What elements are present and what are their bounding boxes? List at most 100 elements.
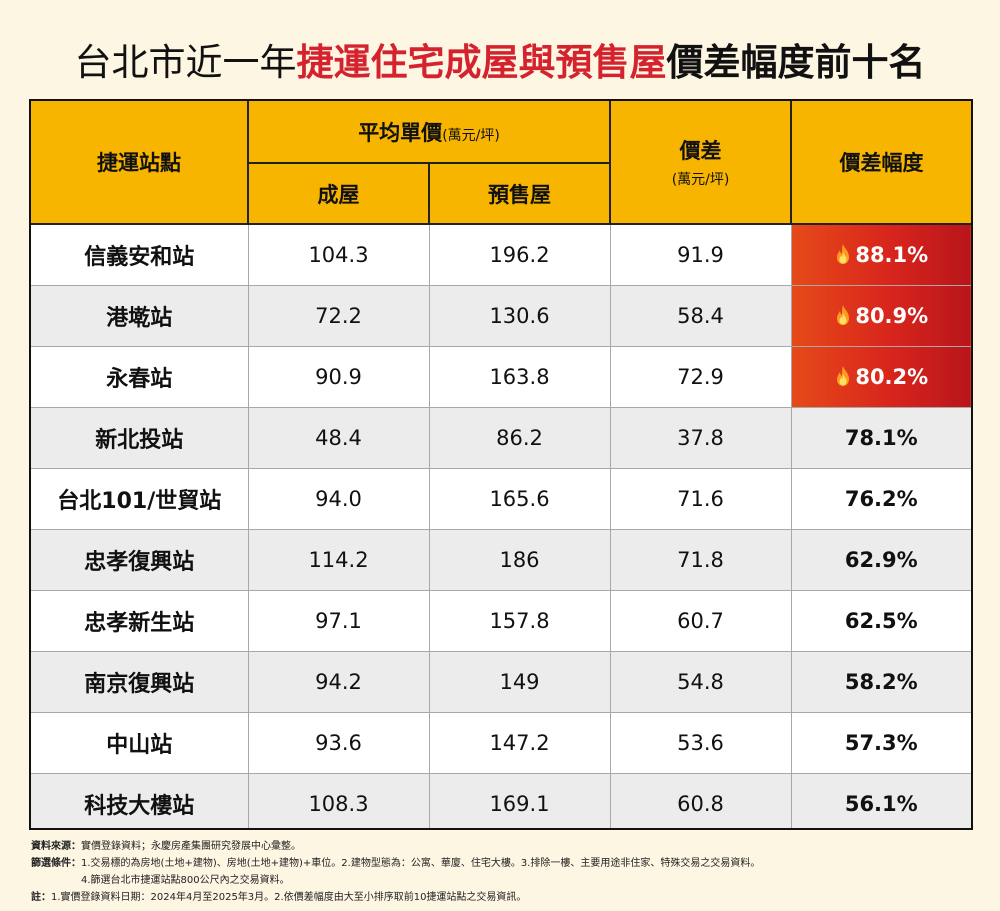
- table-row: 南京復興站 94.2 149 54.8 58.2%: [31, 651, 971, 713]
- cell-price-diff-text: 53.6: [677, 731, 724, 755]
- table-row: 忠孝復興站 114.2 186 71.8 62.9%: [31, 529, 971, 591]
- cell-station: 忠孝復興站: [31, 529, 249, 591]
- cell-diff-pct: 78.1%: [791, 407, 971, 469]
- cell-diff-pct-text: 80.2%: [855, 365, 929, 389]
- cell-station: 信義安和站: [31, 224, 249, 286]
- cell-station-text: 台北101/世貿站: [57, 489, 222, 514]
- header-diff-pct: 價差幅度: [791, 101, 971, 225]
- cell-presale-price: 186: [429, 529, 611, 591]
- cell-price-diff-text: 72.9: [677, 365, 724, 389]
- cell-existing-price-text: 104.3: [308, 243, 369, 267]
- cell-existing-price: 104.3: [248, 224, 430, 286]
- header-diff-unit: (萬元/坪): [671, 172, 730, 188]
- cell-diff-pct-text: 62.5%: [844, 609, 918, 633]
- table-body: 信義安和站 104.3 196.2 91.9 88.1% 港墘站 72.2 130.6 58.4…: [31, 224, 971, 828]
- cell-station-text: 港墘站: [106, 306, 173, 331]
- cell-price-diff-text: 71.8: [677, 548, 724, 572]
- cell-station-text: 中山站: [106, 733, 173, 758]
- cell-presale-price: 165.6: [429, 468, 611, 530]
- cell-diff-pct-text: 58.2%: [844, 670, 918, 694]
- cell-price-diff-text: 91.9: [677, 243, 724, 267]
- header-existing: 成屋: [248, 163, 430, 225]
- cell-presale-price-text: 196.2: [489, 243, 550, 267]
- cell-price-diff: 60.8: [610, 773, 792, 828]
- cell-existing-price: 94.2: [248, 651, 430, 713]
- note-filter: 篩選條件：1.交易標的為房地(土地+建物)、房地(土地+建物)+車位。2.建物型…: [31, 858, 761, 869]
- cell-station: 新北投站: [31, 407, 249, 469]
- cell-presale-price: 169.1: [429, 773, 611, 828]
- cell-station-text: 永春站: [106, 367, 173, 392]
- cell-price-diff: 71.6: [610, 468, 792, 530]
- table-row: 信義安和站 104.3 196.2 91.9 88.1%: [31, 224, 971, 286]
- cell-diff-pct: 80.2%: [791, 346, 971, 408]
- table-row: 忠孝新生站 97.1 157.8 60.7 62.5%: [31, 590, 971, 652]
- cell-diff-pct-text: 78.1%: [844, 426, 918, 450]
- cell-presale-price-text: 130.6: [489, 304, 550, 328]
- cell-presale-price: 149: [429, 651, 611, 713]
- cell-diff-pct: 57.3%: [791, 712, 971, 774]
- cell-presale-price-text: 86.2: [496, 426, 543, 450]
- cell-price-diff: 72.9: [610, 346, 792, 408]
- page-title: 台北市近一年捷運住宅成屋與預售屋價差幅度前十名: [0, 40, 1000, 86]
- cell-presale-price-text: 169.1: [489, 792, 550, 816]
- cell-diff-pct: 80.9%: [791, 285, 971, 347]
- cell-price-diff-text: 58.4: [677, 304, 724, 328]
- title-part2: 捷運住宅成屋與預售屋: [296, 41, 667, 84]
- cell-station: 港墘站: [31, 285, 249, 347]
- cell-presale-price-text: 157.8: [489, 609, 550, 633]
- price-gap-table: 捷運站點 平均單價(萬元/坪) 價差 (萬元/坪) 價差幅度 成屋 預售屋 信義安…: [29, 99, 973, 830]
- cell-existing-price-text: 72.2: [315, 304, 362, 328]
- header-avg-price-unit: (萬元/坪): [442, 127, 500, 144]
- cell-existing-price-text: 93.6: [315, 731, 362, 755]
- cell-diff-pct: 62.5%: [791, 590, 971, 652]
- cell-diff-pct: 88.1%: [791, 224, 971, 286]
- cell-station-text: 信義安和站: [84, 245, 195, 270]
- cell-station: 中山站: [31, 712, 249, 774]
- header-diff: 價差 (萬元/坪): [610, 101, 793, 225]
- cell-price-diff: 37.8: [610, 407, 792, 469]
- cell-price-diff-text: 54.8: [677, 670, 724, 694]
- cell-existing-price: 97.1: [248, 590, 430, 652]
- cell-existing-price: 108.3: [248, 773, 430, 828]
- header-station: 捷運站點: [31, 101, 249, 225]
- cell-station-text: 南京復興站: [84, 672, 195, 697]
- cell-diff-pct: 62.9%: [791, 529, 971, 591]
- flame-icon: [834, 304, 852, 326]
- cell-existing-price-text: 114.2: [308, 548, 369, 572]
- cell-price-diff-text: 60.7: [677, 609, 724, 633]
- flame-icon: [834, 243, 852, 265]
- cell-station-text: 新北投站: [95, 428, 184, 453]
- cell-diff-pct: 76.2%: [791, 468, 971, 530]
- cell-station: 科技大樓站: [31, 773, 249, 828]
- header-avg-price: 平均單價(萬元/坪): [248, 101, 612, 164]
- cell-station-text: 科技大樓站: [84, 794, 195, 819]
- cell-diff-pct: 56.1%: [791, 773, 971, 828]
- cell-presale-price-text: 147.2: [489, 731, 550, 755]
- cell-price-diff: 91.9: [610, 224, 792, 286]
- cell-price-diff-text: 71.6: [677, 487, 724, 511]
- cell-existing-price: 72.2: [248, 285, 430, 347]
- note-filter-cont: 4.篩選台北市捷運站點800公尺內之交易資料。: [81, 875, 290, 886]
- cell-existing-price-text: 90.9: [315, 365, 362, 389]
- cell-station: 南京復興站: [31, 651, 249, 713]
- cell-presale-price-text: 149: [499, 670, 540, 694]
- note-remark: 註：1.實價登錄資料日期：2024年4月至2025年3月。2.依價差幅度由大至小…: [31, 892, 527, 903]
- flame-icon: [834, 365, 852, 387]
- cell-price-diff: 71.8: [610, 529, 792, 591]
- cell-price-diff-text: 60.8: [677, 792, 724, 816]
- cell-existing-price: 93.6: [248, 712, 430, 774]
- table-row: 中山站 93.6 147.2 53.6 57.3%: [31, 712, 971, 774]
- cell-existing-price-text: 108.3: [308, 792, 369, 816]
- cell-diff-pct-text: 62.9%: [844, 548, 918, 572]
- cell-existing-price: 114.2: [248, 529, 430, 591]
- title-part1: 台北市近一年: [74, 41, 297, 84]
- cell-presale-price: 196.2: [429, 224, 611, 286]
- cell-diff-pct-text: 80.9%: [855, 304, 929, 328]
- table-row: 港墘站 72.2 130.6 58.4 80.9%: [31, 285, 971, 347]
- cell-presale-price-text: 186: [499, 548, 540, 572]
- cell-diff-pct-text: 76.2%: [844, 487, 918, 511]
- cell-presale-price: 157.8: [429, 590, 611, 652]
- cell-station: 永春站: [31, 346, 249, 408]
- note-source: 資料來源：實價登錄資料；永慶房產集團研究發展中心彙整。: [31, 841, 301, 852]
- cell-diff-pct-text: 57.3%: [844, 731, 918, 755]
